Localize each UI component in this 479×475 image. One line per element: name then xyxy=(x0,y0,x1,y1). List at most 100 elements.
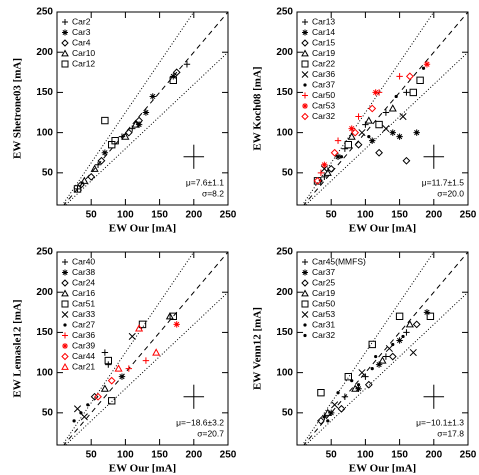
point xyxy=(395,312,404,321)
legend-marker xyxy=(61,60,69,68)
legend-label: Car25 xyxy=(312,277,335,287)
x-tick-label: 50 xyxy=(326,210,338,221)
legend-label: Car19 xyxy=(312,48,335,58)
point xyxy=(172,68,181,77)
y-tick-label: 150 xyxy=(36,87,53,98)
y-tick-label: 50 xyxy=(42,167,54,178)
legend-label: Car53 xyxy=(312,309,335,319)
point xyxy=(114,364,123,372)
legend-marker xyxy=(301,289,309,297)
one-to-one-line xyxy=(303,252,468,445)
legend-label: Car2 xyxy=(72,16,91,26)
point xyxy=(358,369,366,377)
x-tick-label: 50 xyxy=(86,210,98,221)
point xyxy=(129,125,136,132)
point xyxy=(375,120,383,129)
legend-label: Car53 xyxy=(312,100,335,110)
x-tick-label: 150 xyxy=(391,450,408,461)
point xyxy=(394,94,398,99)
point xyxy=(351,128,360,137)
legend-marker xyxy=(302,103,308,109)
y-tick-label: 200 xyxy=(36,47,53,58)
dispersion-line xyxy=(304,51,468,205)
point xyxy=(368,340,376,349)
point xyxy=(125,365,133,372)
point xyxy=(79,411,83,415)
point xyxy=(170,73,177,80)
legend-label: Car22 xyxy=(312,58,335,68)
plot-frame xyxy=(56,251,229,446)
y-tick-label: 250 xyxy=(36,247,53,258)
point xyxy=(97,156,106,165)
point xyxy=(100,384,109,392)
x-tick-label: 50 xyxy=(86,450,98,461)
legend-label: Car31 xyxy=(312,319,335,329)
legend-label: Car44 xyxy=(72,351,95,361)
legend-marker xyxy=(61,289,69,297)
x-axis-label: EW Our [mA] xyxy=(109,223,176,235)
annotation: σ=8.2 xyxy=(202,188,224,198)
point xyxy=(73,185,82,193)
point xyxy=(351,384,360,392)
legend-marker xyxy=(62,19,68,25)
point xyxy=(423,61,431,68)
y-axis-label: EW Lemasle12 [mA] xyxy=(12,299,24,397)
point xyxy=(337,404,346,413)
panel: 50 100 150 200 250 50 100 150 200 250 EW Our [mA] E… xyxy=(12,7,237,235)
point xyxy=(135,116,143,125)
x-tick-label: 100 xyxy=(357,210,374,221)
x-tick-label: 250 xyxy=(220,210,237,221)
point xyxy=(409,348,417,357)
legend-label: Car37 xyxy=(312,267,335,277)
point xyxy=(104,356,113,365)
dispersion-line xyxy=(64,51,228,205)
point xyxy=(355,113,362,120)
legend-label: Car16 xyxy=(72,288,95,298)
point xyxy=(367,135,371,139)
x-tick-label: 250 xyxy=(460,450,477,461)
point xyxy=(330,148,339,157)
point xyxy=(108,140,116,149)
points xyxy=(313,61,431,185)
point xyxy=(321,161,328,168)
legend-marker xyxy=(303,333,307,338)
legend-label: Car40 xyxy=(72,256,95,266)
y-tick-label: 150 xyxy=(276,327,293,338)
legend-marker xyxy=(302,269,308,276)
point xyxy=(105,361,112,368)
x-axis-label: EW Our [mA] xyxy=(349,223,416,235)
point xyxy=(101,349,109,356)
point xyxy=(396,73,403,80)
point xyxy=(362,373,369,380)
point xyxy=(416,76,424,85)
point xyxy=(375,361,383,368)
y-tick-label: 200 xyxy=(276,287,293,298)
point xyxy=(356,383,361,387)
legend-label: Car33 xyxy=(72,309,95,319)
x-tick-label: 100 xyxy=(117,210,134,221)
one-to-one-line xyxy=(63,252,228,445)
points xyxy=(72,312,180,423)
point xyxy=(86,403,90,407)
point xyxy=(313,176,322,185)
point xyxy=(339,155,344,159)
annotation: μ=−10.1±1.3 xyxy=(416,417,464,427)
point xyxy=(183,61,191,68)
legend-marker xyxy=(302,92,308,99)
point xyxy=(152,348,161,356)
point xyxy=(331,401,339,409)
y-tick-label: 150 xyxy=(36,327,53,338)
legend-label: Car45(MMFS) xyxy=(312,256,366,266)
legend-marker xyxy=(61,39,69,47)
y-axis-label: EW Koch08 [mA] xyxy=(252,66,264,150)
point xyxy=(90,392,99,401)
one-to-one-line xyxy=(63,12,228,205)
point xyxy=(169,76,177,85)
point xyxy=(374,354,378,359)
point xyxy=(142,109,150,116)
point xyxy=(348,125,355,132)
x-tick-label: 150 xyxy=(151,450,168,461)
point xyxy=(74,185,81,193)
legend-marker xyxy=(62,269,68,276)
point xyxy=(169,312,177,321)
